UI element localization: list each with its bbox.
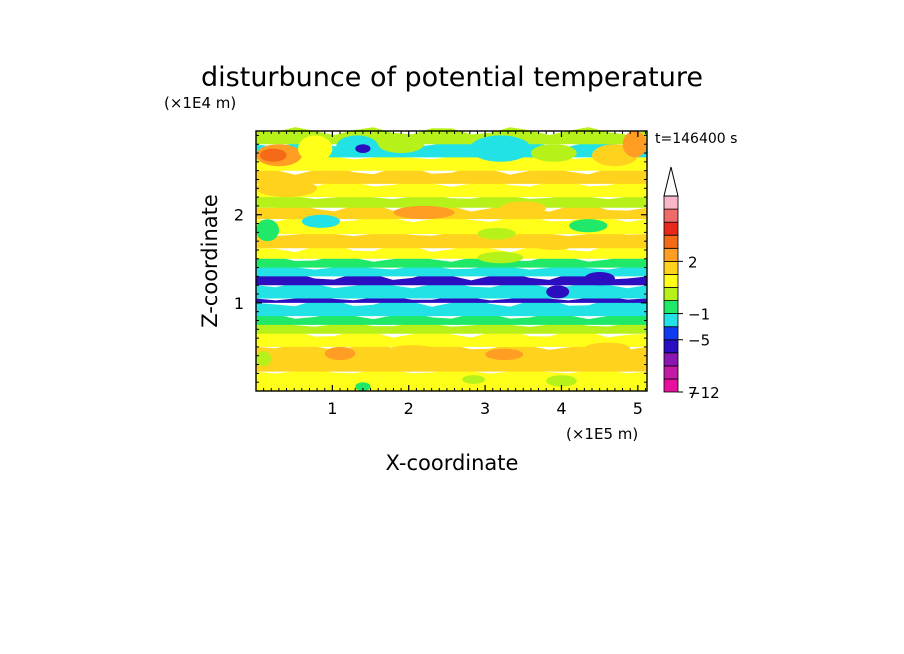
contour-patch — [324, 346, 356, 361]
contour-band — [256, 166, 647, 184]
x-tick-label: 4 — [556, 399, 566, 418]
contour-patch — [385, 345, 440, 358]
plot-frame — [255, 130, 648, 392]
contour-patch — [584, 342, 631, 354]
contour-patch — [393, 205, 455, 220]
colorbar-level — [663, 247, 679, 262]
contour-band — [256, 322, 647, 334]
colorbar-level — [663, 260, 679, 275]
contour-patch — [485, 348, 524, 361]
colorbar-level — [663, 339, 679, 354]
colorbar-level — [663, 352, 679, 367]
x-axis-label: X-coordinate — [386, 451, 519, 475]
contour-patch — [584, 272, 615, 286]
contour-band — [256, 232, 647, 249]
contour-patch — [256, 179, 317, 198]
x-tick-label: 2 — [404, 399, 414, 418]
colorbar-tick-label: −12 — [688, 384, 720, 402]
colorbar-level — [663, 300, 679, 315]
contour-band — [256, 329, 647, 347]
contour-patch — [622, 131, 647, 158]
contour-band — [256, 195, 647, 208]
y-ticks: 12 — [234, 134, 647, 383]
plot-field — [256, 127, 647, 391]
contour-patch — [355, 144, 371, 154]
colorbar-overflow-arrow — [663, 166, 679, 197]
colorbar-level — [663, 313, 679, 328]
contour-patch — [301, 214, 340, 228]
colorbar-level — [663, 208, 679, 223]
colorbar: 7 2 −1 −5 −12 — [663, 166, 720, 402]
colorbar-level — [663, 195, 679, 210]
contour-patch — [477, 251, 524, 264]
colorbar-level — [663, 326, 679, 341]
contour-patch — [298, 135, 333, 162]
contour-patch — [256, 219, 279, 242]
y-tick-label: 2 — [234, 206, 244, 225]
contour-patch — [500, 201, 547, 215]
colorbar-tick-label: −1 — [688, 306, 710, 324]
contour-patch — [546, 375, 577, 387]
colorbar-tick-label: 7 — [688, 384, 698, 402]
contour-patch — [256, 351, 272, 367]
contour-patch — [530, 236, 577, 250]
contour-patch — [462, 375, 486, 384]
contour-patch — [469, 135, 531, 162]
contour-band — [256, 298, 647, 317]
contour-band — [256, 265, 647, 277]
contour-band — [256, 369, 647, 391]
colorbar-level — [663, 273, 679, 288]
colorbar-tick-label: −5 — [688, 332, 710, 350]
y-tick-label: 1 — [234, 294, 244, 313]
contour-patch — [355, 382, 371, 391]
contour-band — [256, 181, 647, 198]
x-tick-label: 3 — [480, 399, 490, 418]
colorbar-level — [663, 234, 679, 249]
time-label: t=146400 s — [655, 131, 737, 147]
x-ticks: 1 2 3 4 5 — [263, 131, 646, 418]
contour-patch — [259, 148, 287, 162]
colorbar-level — [663, 378, 679, 393]
x-tick-label: 1 — [327, 399, 337, 418]
colorbar-tick-label: 2 — [688, 253, 698, 271]
x-tick-label: 5 — [633, 399, 643, 418]
chart-title: disturbunce of potential temperature — [201, 62, 703, 93]
contour-patch — [569, 219, 608, 233]
contour-patch — [477, 228, 516, 240]
contour-band — [256, 296, 647, 303]
colorbar-level — [663, 365, 679, 380]
y-axis-label: Z-coordinate — [198, 194, 222, 328]
x-unit-label: (×1E5 m) — [566, 425, 638, 443]
y-unit-label: (×1E4 m) — [164, 94, 236, 112]
contour-patch — [530, 144, 577, 162]
contour-patch — [546, 285, 570, 299]
colorbar-level — [663, 221, 679, 236]
contour-patch — [378, 135, 424, 153]
contour-band — [256, 216, 647, 235]
colorbar-level — [663, 287, 679, 302]
